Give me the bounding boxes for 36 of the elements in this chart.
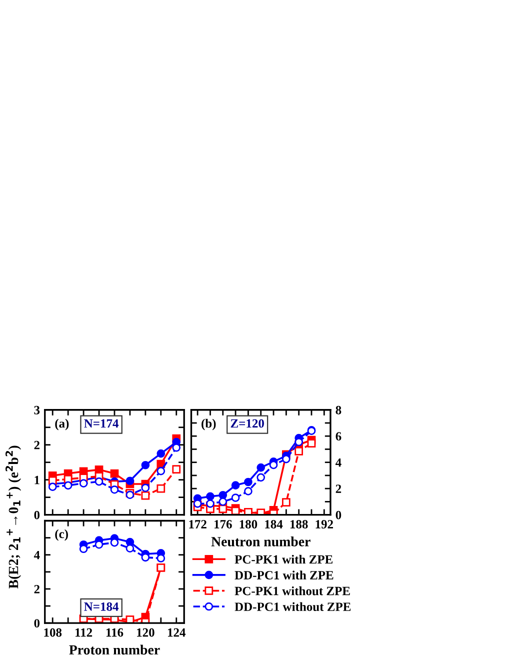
- x-axis-title: Proton number: [69, 644, 160, 655]
- annotation: (b): [202, 418, 216, 430]
- annotation: N=184: [84, 602, 119, 611]
- y-tick-label: 8: [336, 406, 342, 414]
- y-tick-label: 0: [34, 510, 40, 520]
- y-tick-label: 2: [34, 440, 40, 450]
- x-tick-label: 112: [76, 628, 92, 637]
- x-tick-label: 192: [316, 520, 333, 528]
- x-tick-label: 188: [290, 520, 308, 528]
- x-tick-label: 176: [214, 520, 232, 528]
- x-tick-label: 124: [168, 628, 186, 637]
- legend-label: DD-PC1 with ZPE: [234, 570, 334, 580]
- x-tick-label: 180: [240, 520, 258, 528]
- y-tick-label: 4: [34, 550, 40, 560]
- annotation: (c): [55, 529, 68, 541]
- x-axis-title: Neutron number: [211, 536, 310, 546]
- y-tick-label: 3: [34, 406, 40, 414]
- legend-label: PC-PK1 without ZPE: [234, 586, 350, 596]
- y-tick-label: 1: [34, 476, 40, 484]
- annotation: (a): [55, 418, 69, 430]
- annotation: N=174: [84, 419, 119, 428]
- annotation: Z=120: [230, 419, 264, 428]
- x-tick-label: 108: [44, 628, 62, 637]
- text: B(E2; 2$_{1}$$^{+}$→0$_{1}$$^{+}$) (e$^{2}$b$^{2}$): [6, 446, 22, 589]
- y-tick-label: 2: [336, 484, 342, 493]
- x-tick-label: 116: [106, 628, 124, 637]
- y-tick-label: 2: [34, 585, 40, 594]
- y-tick-label: 6: [336, 432, 342, 441]
- legend-label: DD-PC1 without ZPE: [234, 602, 351, 612]
- x-tick-label: 120: [137, 628, 154, 637]
- x-tick-label: 184: [265, 520, 283, 528]
- legend-label: PC-PK1 with ZPE: [234, 554, 333, 564]
- x-tick-label: 172: [189, 520, 206, 528]
- y-tick-label: 0: [336, 510, 342, 520]
- y-tick-label: 4: [336, 458, 342, 467]
- y-tick-label: 0: [34, 619, 40, 628]
